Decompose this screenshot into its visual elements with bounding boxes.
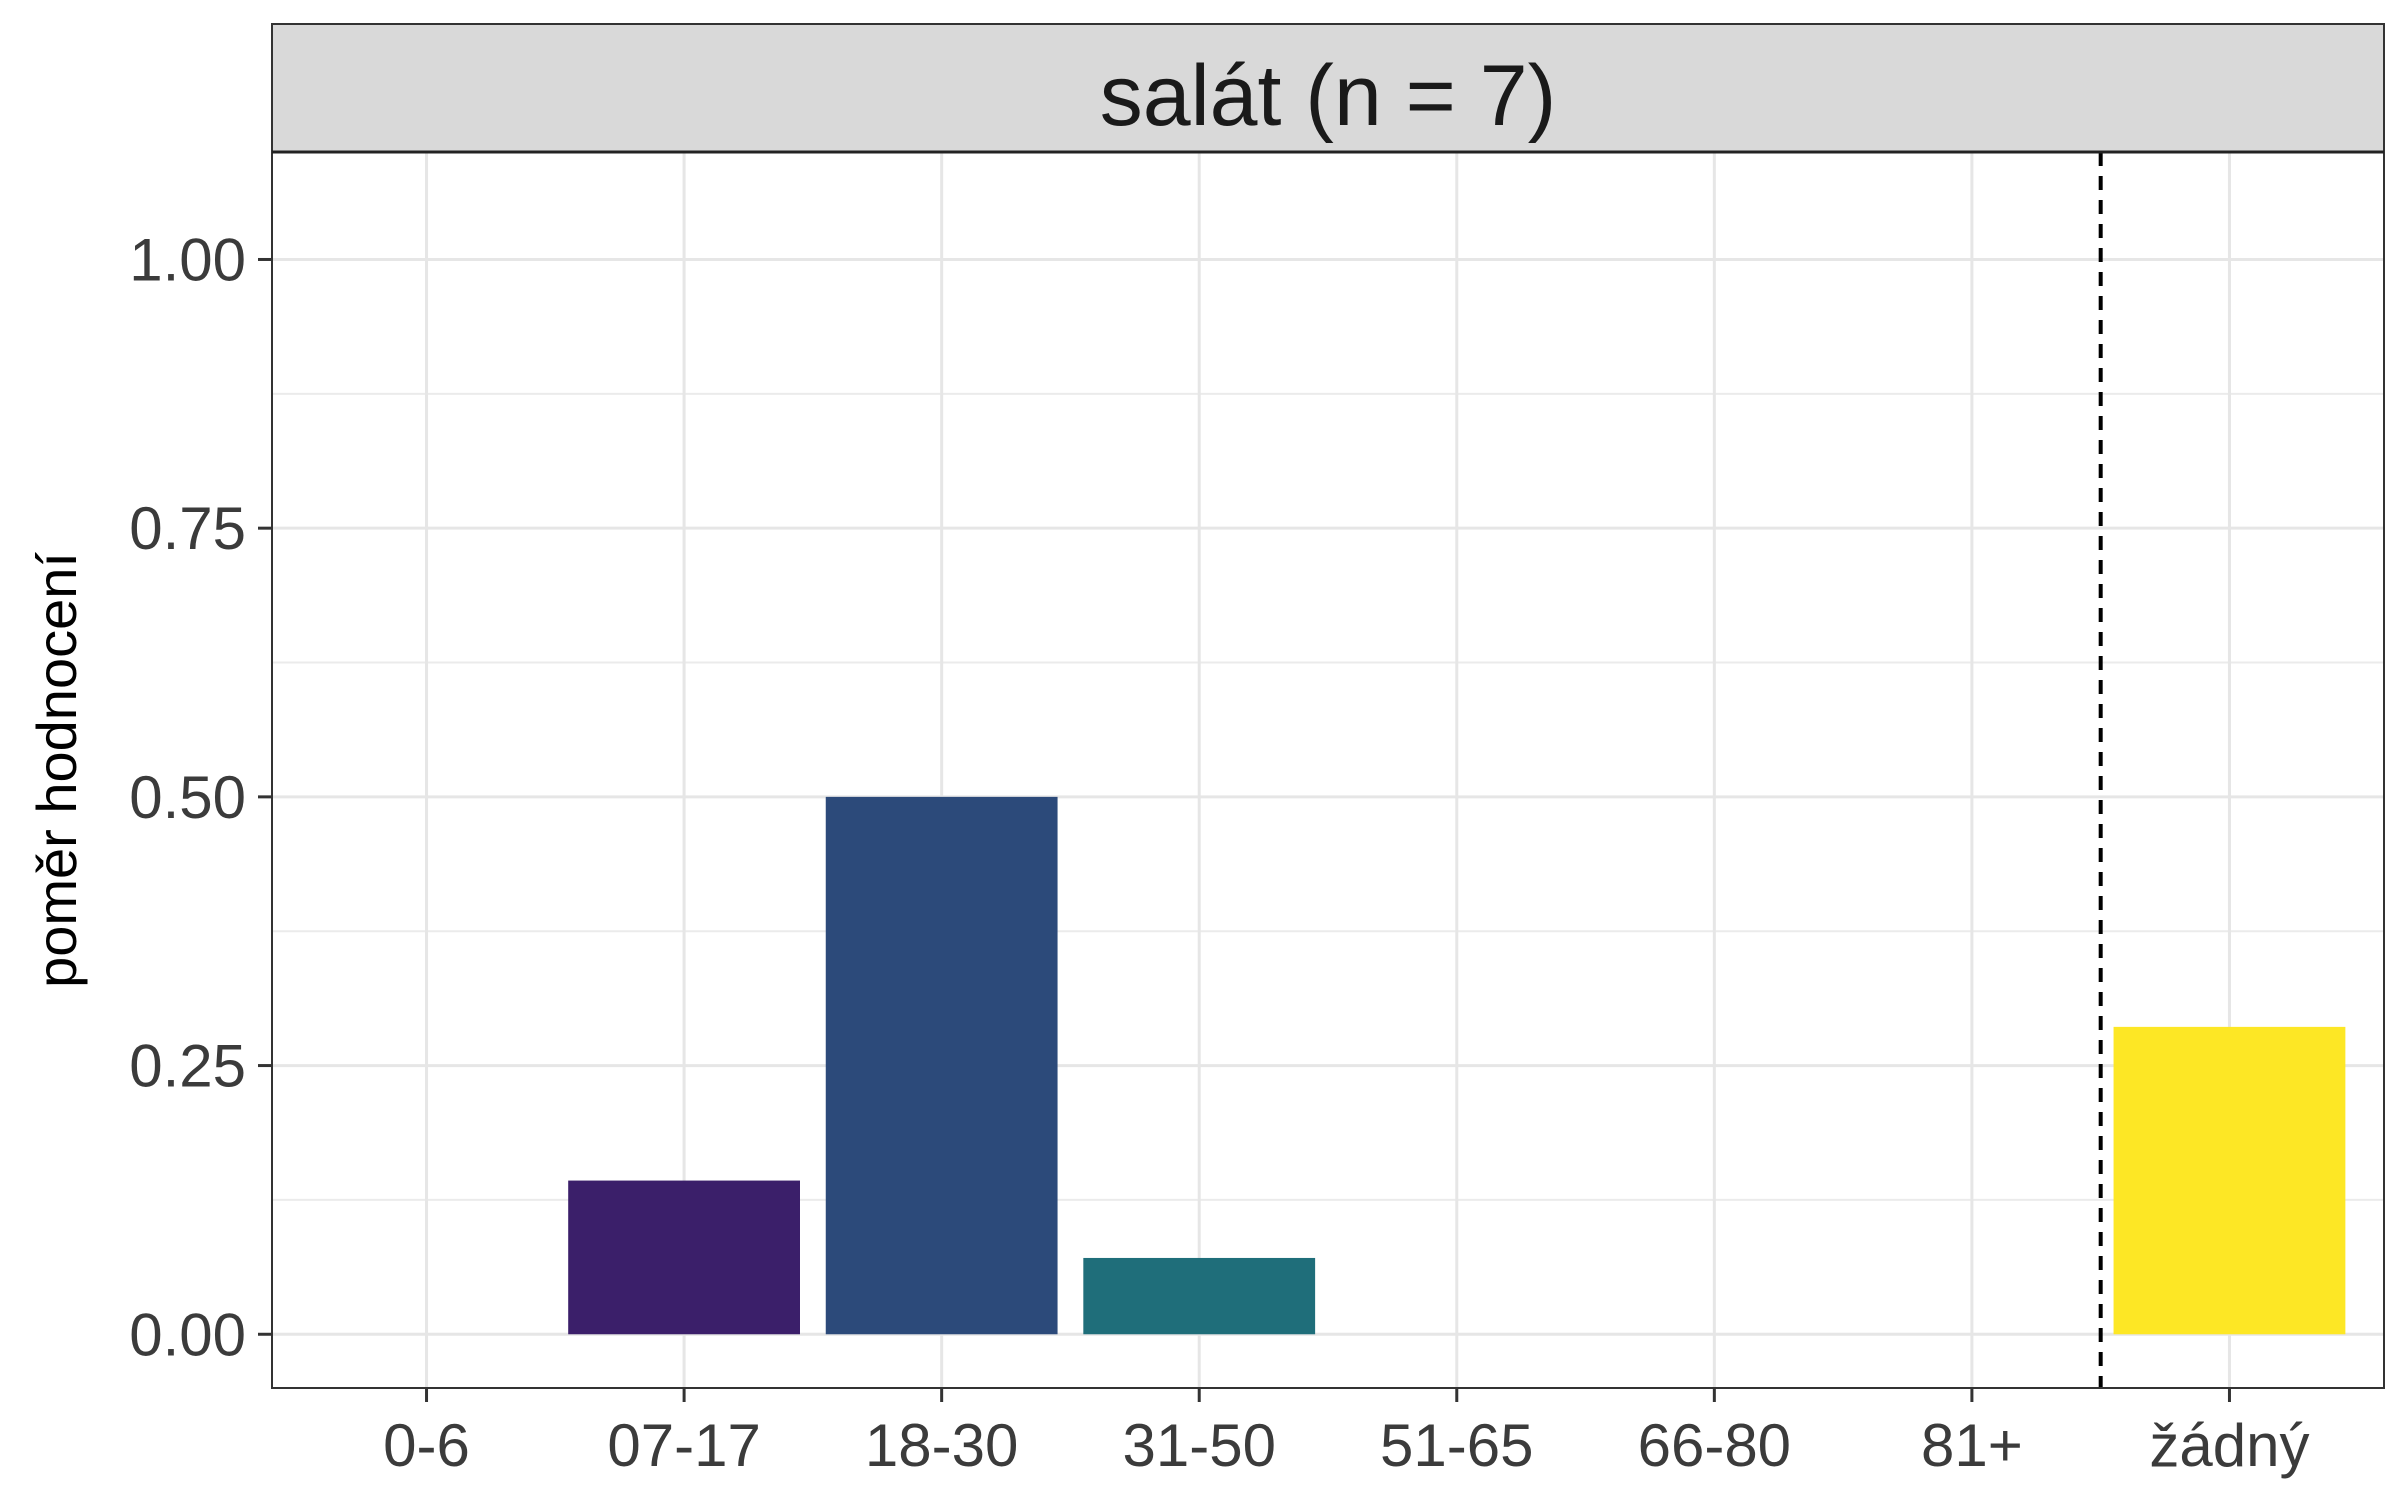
y-axis-title: poměr hodnocení	[25, 552, 88, 988]
x-axis: 0-6 07-17 18-30 31-50 51-65 66-80 81+ žádný	[383, 1388, 2310, 1479]
facet-title: salát (n = 7)	[1100, 48, 1557, 144]
y-tick-label: 0.00	[129, 1301, 246, 1368]
y-tick-label: 0.25	[129, 1033, 246, 1100]
bar	[1083, 1257, 1316, 1335]
x-tick-label: 07-17	[607, 1412, 760, 1479]
facet-strip	[271, 23, 2385, 153]
y-tick-label: 1.00	[129, 226, 246, 293]
y-tick-label: 0.75	[129, 495, 246, 562]
y-axis: 0.00 0.25 0.50 0.75 1.00	[129, 226, 272, 1368]
x-tick-label: žádný	[2149, 1412, 2309, 1479]
x-tick-label: 81+	[1921, 1412, 2023, 1479]
x-tick-label: 18-30	[865, 1412, 1018, 1479]
x-tick-label: 66-80	[1638, 1412, 1791, 1479]
bar	[825, 796, 1058, 1335]
x-tick-label: 0-6	[383, 1412, 470, 1479]
major-gridlines	[272, 152, 2384, 1388]
x-tick-label: 51-65	[1380, 1412, 1533, 1479]
bar	[568, 1180, 800, 1335]
x-tick-label: 31-50	[1122, 1412, 1275, 1479]
y-tick-label: 0.50	[129, 764, 246, 831]
bar	[2113, 1026, 2346, 1335]
minor-gridlines	[272, 392, 2384, 1201]
bars	[568, 796, 2346, 1335]
